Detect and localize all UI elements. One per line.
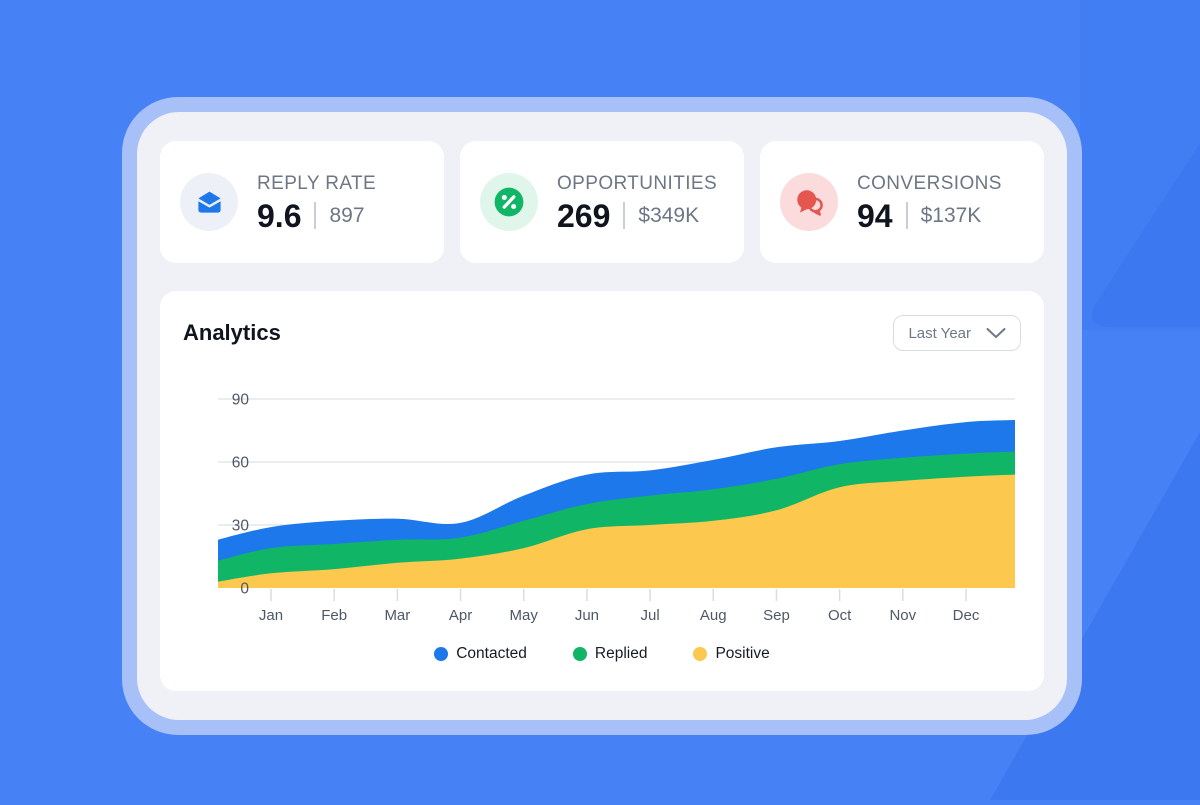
x-axis-label: Jan — [259, 607, 283, 624]
dashboard-panel: REPLY RATE 9.6 897 — [137, 112, 1067, 720]
stat-text: CONVERSIONS 94 $137K — [857, 173, 1002, 232]
x-axis-label: Apr — [449, 607, 472, 624]
legend-dot-positive — [693, 647, 708, 661]
legend-dot-replied — [572, 647, 587, 661]
x-axis-label: Nov — [889, 607, 916, 624]
stat-value-row: 94 $137K — [857, 200, 1002, 232]
stat-divider — [314, 202, 317, 229]
chevron-down-icon — [986, 327, 1006, 338]
device-frame: REPLY RATE 9.6 897 — [122, 97, 1082, 735]
analytics-title: Analytics — [183, 320, 281, 345]
stat-label: CONVERSIONS — [857, 172, 1002, 194]
mail-icon-circle — [180, 173, 238, 231]
stat-divider — [905, 202, 908, 229]
stat-card-opportunities: OPPORTUNITIES 269 $349K — [460, 141, 744, 263]
legend-item-positive: Positive — [693, 645, 770, 663]
stat-value-row: 269 $349K — [557, 200, 717, 232]
analytics-card: Analytics Last Year Jan Feb Mar Apr May Jun Ju… — [160, 291, 1044, 691]
stat-value: 94 — [857, 197, 893, 234]
stat-cards-row: REPLY RATE 9.6 897 — [160, 141, 1044, 263]
analytics-chart-svg: Jan Feb Mar Apr May Jun Jul Aug Sep Oct Nov Dec 0 30 6… — [218, 392, 1015, 624]
x-axis-label: Jun — [575, 607, 599, 624]
background-band-top-right — [1080, 0, 1200, 330]
analytics-chart: Jan Feb Mar Apr May Jun Jul Aug Sep Oct Nov Dec 0 30 6… — [175, 385, 1021, 631]
y-axis-label: 90 — [232, 392, 250, 409]
chart-legend: Contacted Replied Positive — [183, 645, 1021, 663]
x-axis-label: Dec — [953, 607, 980, 624]
stat-secondary: $349K — [638, 203, 700, 227]
y-axis-label: 60 — [232, 455, 250, 472]
legend-label: Replied — [594, 645, 648, 662]
legend-item-replied: Replied — [572, 645, 648, 663]
mail-icon — [197, 191, 221, 213]
stat-secondary: $137K — [920, 203, 982, 227]
area-positive — [218, 474, 1015, 588]
x-axis-label: Mar — [384, 607, 410, 624]
x-axis-label: Sep — [763, 607, 790, 624]
legend-item-contacted: Contacted — [434, 645, 527, 663]
stat-card-reply-rate: REPLY RATE 9.6 897 — [160, 141, 444, 263]
stat-label: REPLY RATE — [257, 172, 377, 194]
chat-icon-circle — [780, 173, 838, 231]
x-axis-label: May — [510, 607, 539, 624]
chat-icon — [796, 189, 823, 216]
x-axis-label: Feb — [321, 607, 347, 624]
stat-value-row: 9.6 897 — [257, 200, 376, 232]
legend-label: Contacted — [456, 645, 527, 662]
y-axis-label: 30 — [232, 518, 250, 535]
stat-value: 9.6 — [257, 197, 302, 234]
stat-secondary: 897 — [329, 203, 365, 227]
y-axis-label: 0 — [240, 581, 249, 598]
background-diamond-top-right — [1091, 143, 1200, 327]
stat-divider — [623, 202, 626, 229]
stat-card-conversions: CONVERSIONS 94 $137K — [760, 141, 1044, 263]
stat-text: REPLY RATE 9.6 897 — [257, 173, 376, 232]
time-range-dropdown[interactable]: Last Year — [893, 315, 1021, 351]
time-range-label: Last Year — [908, 324, 971, 342]
stat-label: OPPORTUNITIES — [557, 172, 718, 194]
x-axis-label: Jul — [640, 607, 659, 624]
analytics-header: Analytics Last Year — [183, 315, 1021, 351]
x-axis-label: Oct — [828, 607, 852, 624]
legend-dot-contacted — [434, 647, 449, 661]
legend-label: Positive — [715, 645, 770, 662]
stat-text: OPPORTUNITIES 269 $349K — [557, 173, 717, 232]
stat-value: 269 — [557, 197, 611, 234]
percent-icon — [494, 187, 524, 217]
x-axis-label: Aug — [700, 607, 727, 624]
percent-icon-circle — [480, 173, 538, 231]
